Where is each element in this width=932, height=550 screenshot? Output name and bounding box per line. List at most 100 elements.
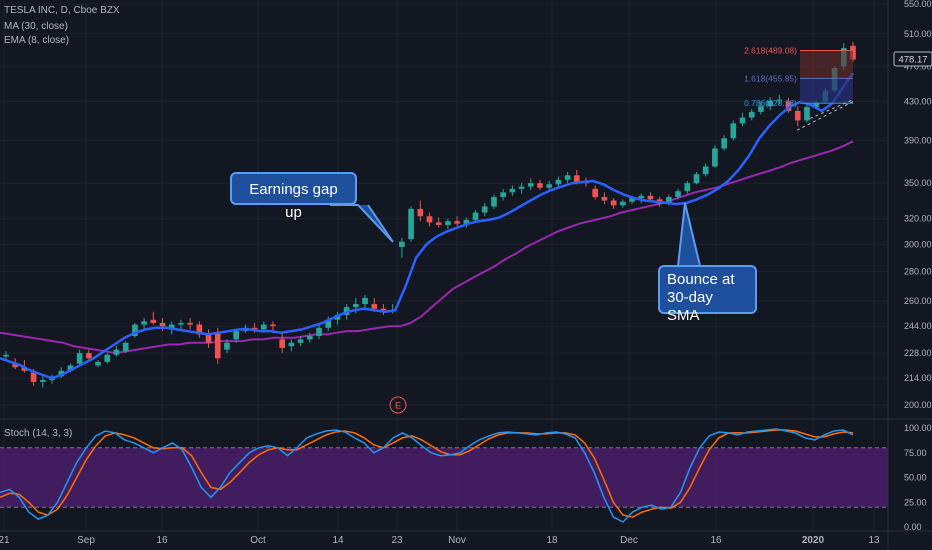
candle-body <box>279 339 286 348</box>
candle-body <box>95 361 101 366</box>
candle-body <box>417 208 424 217</box>
candle-body <box>122 342 129 352</box>
candle-body <box>463 219 470 224</box>
time-tick-label: 23 <box>391 535 403 546</box>
candle-body <box>380 308 387 311</box>
stoch-overbought-oversold-band <box>0 447 888 508</box>
candle-body <box>270 324 276 327</box>
candle-body <box>647 195 654 200</box>
candle-body <box>3 354 9 357</box>
time-tick-label: Dec <box>620 535 638 546</box>
candle-body <box>399 241 405 247</box>
candle-body <box>693 174 700 184</box>
candle-body <box>518 186 525 189</box>
fib-level-label: 2.618(489.08) <box>744 46 797 56</box>
candle-body <box>435 222 442 225</box>
candle-body <box>362 297 368 305</box>
candle-body <box>500 192 506 197</box>
candle-body <box>67 365 74 371</box>
price-tag <box>893 51 932 67</box>
candle-body <box>666 196 672 205</box>
candle-body <box>739 117 746 124</box>
symbol-legend: TESLA INC, D, Cboe BZX <box>4 5 120 16</box>
stoch-k-path <box>0 428 854 523</box>
earnings-callout-text: Earnings gap up <box>249 181 338 221</box>
ma-30-line <box>0 140 854 355</box>
candle-body <box>767 100 773 107</box>
candle-body <box>702 166 709 175</box>
candle-body <box>260 324 267 330</box>
candle-body <box>804 107 810 121</box>
candle-body <box>408 208 414 240</box>
candle-body <box>224 342 230 350</box>
stoch-d-path <box>0 429 854 518</box>
stoch-band <box>0 447 888 508</box>
candle-body <box>104 354 111 362</box>
candle-body <box>491 196 497 207</box>
price-tick-label: 350.00 <box>904 178 932 188</box>
candle-body <box>353 304 359 308</box>
candle-body <box>454 221 460 224</box>
price-tick-label: 200.00 <box>904 400 932 410</box>
price-tick-label: 510.00 <box>904 29 932 39</box>
candle-body <box>159 322 166 327</box>
candle-body <box>794 110 801 121</box>
ma-legend: MA (30, close) <box>4 21 68 32</box>
candle-body <box>316 327 322 337</box>
candle-body <box>40 380 46 382</box>
stochastic-lines <box>0 428 854 523</box>
candle-body <box>187 322 193 325</box>
earnings-marker[interactable] <box>389 396 407 414</box>
candle-body <box>813 102 819 108</box>
candle-body <box>205 334 212 343</box>
candle-body <box>196 324 203 335</box>
candle-body <box>251 327 258 330</box>
candle-body <box>555 179 562 185</box>
time-tick-label: 16 <box>156 535 168 546</box>
candle-body <box>343 307 350 315</box>
price-tick-label: 260.00 <box>904 296 932 306</box>
candle-body <box>214 332 221 359</box>
stoch-legend: Stoch (14, 3, 3) <box>4 428 73 439</box>
ema-legend: EMA (8, close) <box>4 35 70 46</box>
candle-body <box>141 321 147 325</box>
fibonacci-extension[interactable]: 2.618(489.08) 1.618(455.85) 0.786(428.18) <box>744 46 854 131</box>
candle-body <box>675 191 681 197</box>
fib-level-label: 1.618(455.85) <box>744 73 797 83</box>
candle-body <box>629 198 635 202</box>
time-tick-label: Sep <box>77 535 95 546</box>
price-tick-label: 228.00 <box>904 348 932 358</box>
price-tick-label: 390.00 <box>904 135 932 145</box>
candle-body <box>445 221 451 225</box>
candle-body <box>168 324 175 330</box>
candle-body <box>297 339 304 343</box>
candle-body <box>721 138 727 149</box>
price-tick-label: 550.00 <box>904 0 932 9</box>
stoch-tick-label: 50.00 <box>904 473 927 483</box>
candle-body <box>758 106 764 112</box>
time-tick-label: Oct <box>250 535 266 546</box>
candle-body <box>21 367 28 371</box>
ma-30-path <box>0 140 854 355</box>
candle-body <box>592 188 599 197</box>
candle-body <box>76 353 83 364</box>
price-tag-label: 478.17 <box>898 55 927 66</box>
candle-body <box>785 101 792 111</box>
candle-body <box>12 363 19 368</box>
bounce-callout-line2: 30-day SMA <box>667 289 713 324</box>
stoch-tick-label: 100.00 <box>904 423 932 433</box>
stoch-tick-label: 25.00 <box>904 497 927 507</box>
candle-body <box>546 184 553 188</box>
earnings-marker-label: E <box>395 401 401 411</box>
fib-zone-upper <box>800 50 853 79</box>
fib-level-label: 0.786(428.18) <box>744 98 797 108</box>
candle-body <box>306 336 313 340</box>
candle-body <box>472 212 479 220</box>
candle-body <box>712 148 718 167</box>
candle-body <box>527 183 534 187</box>
candle-body <box>610 200 617 206</box>
bounce-callout-pointer <box>677 202 701 267</box>
